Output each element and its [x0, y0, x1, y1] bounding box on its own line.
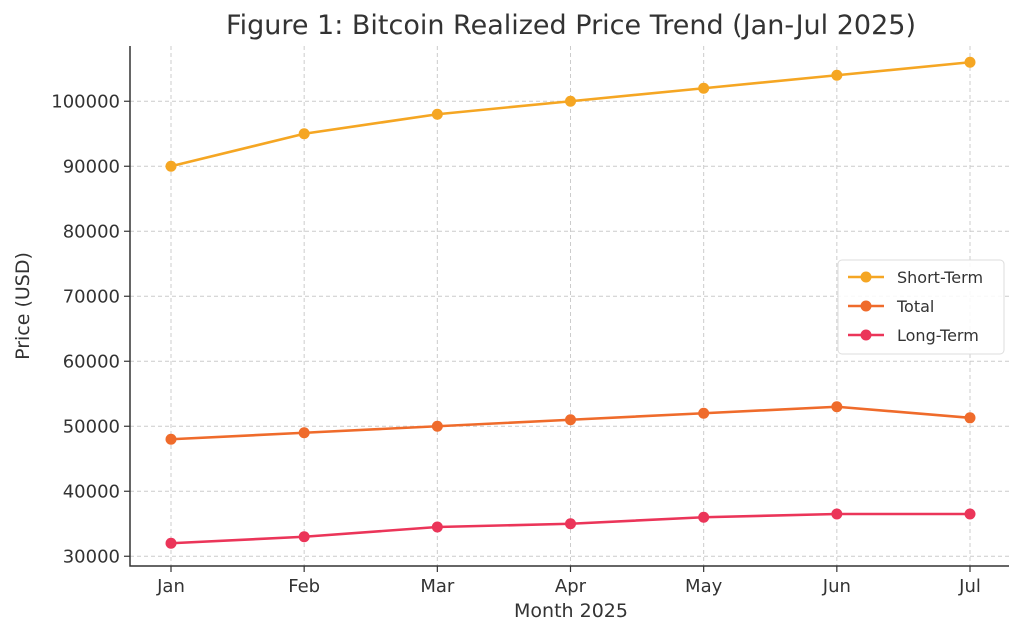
legend-label-total: Total [896, 297, 934, 316]
axis-spines [129, 46, 1009, 567]
data-point-total [165, 433, 177, 445]
x-tick-label: Feb [288, 576, 320, 597]
legend-marker-total [860, 300, 872, 312]
data-point-long-term [831, 508, 843, 520]
y-tick-label: 100000 [51, 91, 120, 112]
data-point-total [964, 412, 976, 424]
legend-box [837, 259, 1005, 355]
legend: Short-Term Total Long-Term [837, 259, 1005, 355]
y-tick-label: 80000 [63, 221, 120, 242]
y-tick-label: 40000 [63, 481, 120, 502]
legend-label-long-term: Long-Term [897, 326, 979, 345]
x-tick-label: Apr [555, 576, 587, 597]
data-point-total [698, 407, 710, 419]
legend-marker-long-term [860, 329, 872, 341]
series-lines [165, 56, 976, 549]
x-tick-label: Mar [420, 576, 455, 597]
legend-marker-short-term [860, 271, 872, 283]
data-point-total [565, 414, 576, 426]
data-point-long-term [431, 521, 443, 533]
data-point-total [298, 427, 310, 439]
legend-label-short-term: Short-Term [897, 268, 983, 287]
data-point-short-term [431, 108, 443, 120]
y-tick-label: 30000 [63, 546, 120, 567]
y-tick-label: 70000 [63, 286, 120, 307]
axes [129, 46, 1009, 567]
x-tick-label: May [685, 576, 723, 597]
data-point-short-term [698, 82, 710, 94]
data-point-long-term [298, 531, 310, 543]
data-point-total [831, 401, 843, 413]
data-point-total [431, 420, 443, 432]
data-point-short-term [964, 56, 976, 68]
data-point-short-term [565, 95, 576, 107]
data-point-short-term [165, 160, 177, 172]
x-tick-label: Jun [822, 576, 851, 597]
tick-labels: Jan Feb Mar Apr May Jun Jul 30000 40000 50000 6000… [51, 91, 981, 597]
y-tick-label: 50000 [63, 416, 120, 437]
x-tick-label: Jan [156, 576, 185, 597]
y-axis-label: Price (USD) [12, 252, 34, 360]
data-point-long-term [698, 511, 710, 523]
data-point-long-term [165, 537, 177, 549]
chart-title: Figure 1: Bitcoin Realized Price Trend (… [226, 10, 916, 41]
data-point-short-term [298, 128, 310, 140]
data-point-short-term [831, 69, 843, 81]
data-point-long-term [964, 508, 976, 520]
x-tick-label: Jul [958, 576, 981, 597]
y-tick-label: 90000 [63, 156, 120, 177]
y-tick-label: 60000 [63, 351, 120, 372]
x-axis-label: Month 2025 [514, 600, 628, 622]
data-point-long-term [565, 518, 576, 530]
